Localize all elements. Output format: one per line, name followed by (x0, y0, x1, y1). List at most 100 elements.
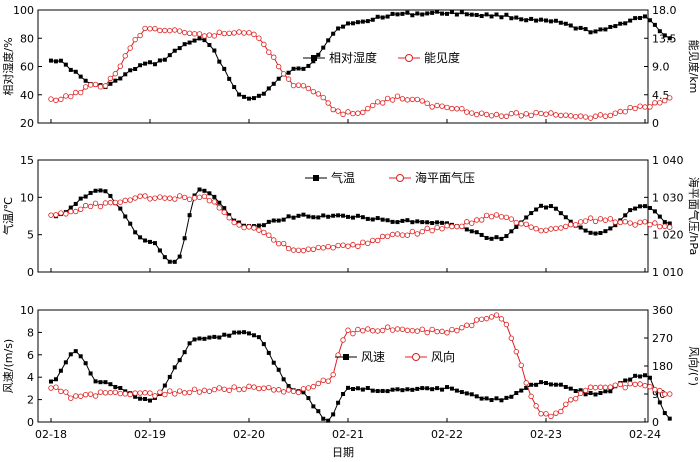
data-point (206, 32, 213, 38)
data-point (187, 341, 192, 346)
data-point (291, 215, 296, 220)
data-point (226, 30, 232, 36)
data-point (533, 403, 539, 409)
data-point (152, 241, 157, 246)
data-point (583, 392, 588, 397)
data-point (425, 11, 430, 16)
data-point (474, 317, 480, 323)
data-point (306, 396, 311, 401)
data-point (548, 204, 553, 209)
data-point (499, 236, 504, 241)
data-point (405, 10, 410, 15)
panel-3-left-axis-title: 风速/(m/s) (2, 339, 15, 393)
data-point (518, 221, 524, 227)
data-point (420, 220, 425, 225)
data-point (112, 199, 119, 206)
data-point (478, 316, 485, 322)
data-point (271, 387, 277, 393)
data-point (608, 24, 613, 29)
data-point (167, 195, 173, 201)
data-point (529, 211, 534, 216)
data-point (637, 381, 643, 387)
data-point (118, 385, 123, 390)
data-point (588, 230, 593, 235)
data-point (439, 328, 445, 335)
data-point (607, 112, 614, 119)
data-point (186, 30, 193, 36)
data-point (607, 216, 614, 222)
data-point (256, 385, 262, 392)
data-point (360, 239, 366, 246)
data-point (162, 27, 168, 34)
data-point (231, 30, 237, 36)
data-point (320, 94, 326, 101)
data-point (582, 387, 589, 394)
data-point (632, 381, 638, 388)
data-point (162, 383, 167, 388)
data-point (647, 18, 652, 23)
data-point (469, 392, 474, 397)
data-point (509, 16, 514, 21)
data-point (102, 83, 109, 89)
legend-label: 气温 (331, 170, 355, 185)
data-point (454, 106, 460, 112)
data-point (276, 76, 281, 81)
data-point (662, 220, 667, 225)
legend-item-1: 风速 (335, 350, 385, 364)
data-point (127, 45, 133, 51)
panel-1-right-tick-label: 0 (652, 117, 659, 130)
data-point (346, 385, 350, 390)
data-point (350, 215, 355, 220)
legend-label: 相对湿度 (329, 50, 377, 65)
data-point (587, 115, 594, 121)
data-point (93, 379, 98, 384)
data-point (603, 229, 608, 234)
data-point (399, 96, 406, 102)
data-point (217, 200, 222, 205)
data-point (623, 21, 628, 26)
data-point (113, 384, 118, 389)
data-point (49, 379, 53, 384)
data-point (389, 97, 396, 103)
data-point (201, 193, 208, 200)
data-point (643, 373, 647, 378)
data-point (474, 111, 480, 118)
data-point (226, 215, 232, 221)
data-point (242, 94, 247, 99)
data-point (622, 108, 628, 115)
data-point (107, 75, 114, 82)
data-point (176, 388, 183, 394)
data-point (454, 388, 459, 393)
data-point (504, 234, 509, 239)
data-point (484, 396, 489, 401)
data-point (494, 235, 499, 240)
data-point (285, 245, 292, 252)
data-point (127, 197, 133, 203)
data-point (519, 17, 524, 22)
legend-label: 风向 (431, 349, 455, 364)
data-point (73, 393, 79, 399)
panel-1-right-tick-label: 9.0 (652, 61, 670, 74)
data-point (479, 14, 484, 19)
data-point (573, 26, 578, 31)
data-point (191, 195, 198, 201)
data-point (394, 93, 401, 99)
data-point (301, 66, 306, 71)
data-point (558, 408, 564, 415)
data-point (157, 58, 162, 63)
data-point (306, 63, 311, 68)
data-point (266, 350, 271, 355)
data-point (404, 232, 411, 238)
data-point (256, 223, 261, 228)
data-point (647, 375, 652, 380)
data-point (508, 335, 515, 341)
data-point (157, 248, 162, 253)
data-point (48, 385, 54, 391)
data-point (181, 29, 188, 36)
data-point (330, 106, 336, 113)
data-point (544, 205, 548, 210)
data-point (113, 78, 118, 83)
data-point (251, 384, 257, 390)
data-point (504, 395, 509, 400)
data-point (326, 214, 331, 219)
